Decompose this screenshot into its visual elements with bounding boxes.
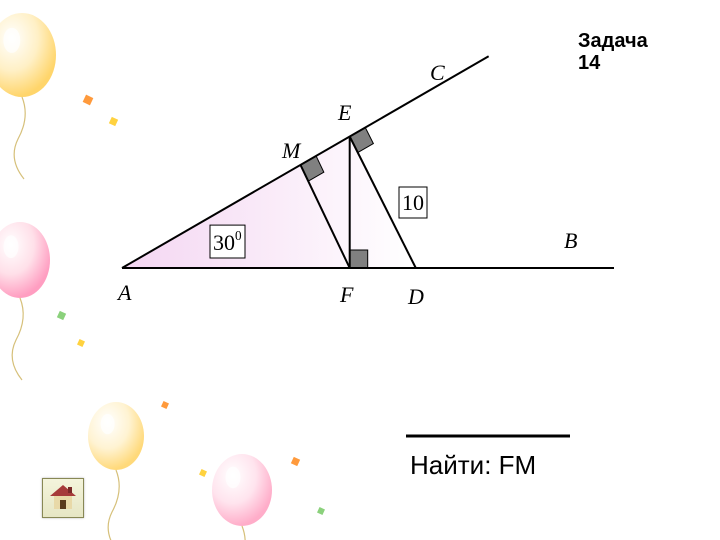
point-label-M: M — [281, 138, 302, 163]
home-button[interactable] — [42, 478, 84, 518]
find-label: Найти: FM — [410, 450, 536, 481]
point-label-E: E — [337, 100, 352, 125]
point-label-A: A — [116, 280, 132, 305]
geometry-figure: 30010ABCMEFD — [0, 0, 720, 540]
point-label-F: F — [339, 282, 354, 307]
point-label-C: C — [430, 60, 445, 85]
task-title-line2: 14 — [578, 52, 600, 75]
house-icon — [48, 483, 78, 511]
svg-text:10: 10 — [402, 190, 424, 215]
slide-stage: 30010ABCMEFD Задача 14 Найти: FM — [0, 0, 720, 540]
task-title-line1: Задача — [578, 30, 648, 53]
point-label-D: D — [407, 284, 424, 309]
point-label-B: B — [564, 228, 577, 253]
